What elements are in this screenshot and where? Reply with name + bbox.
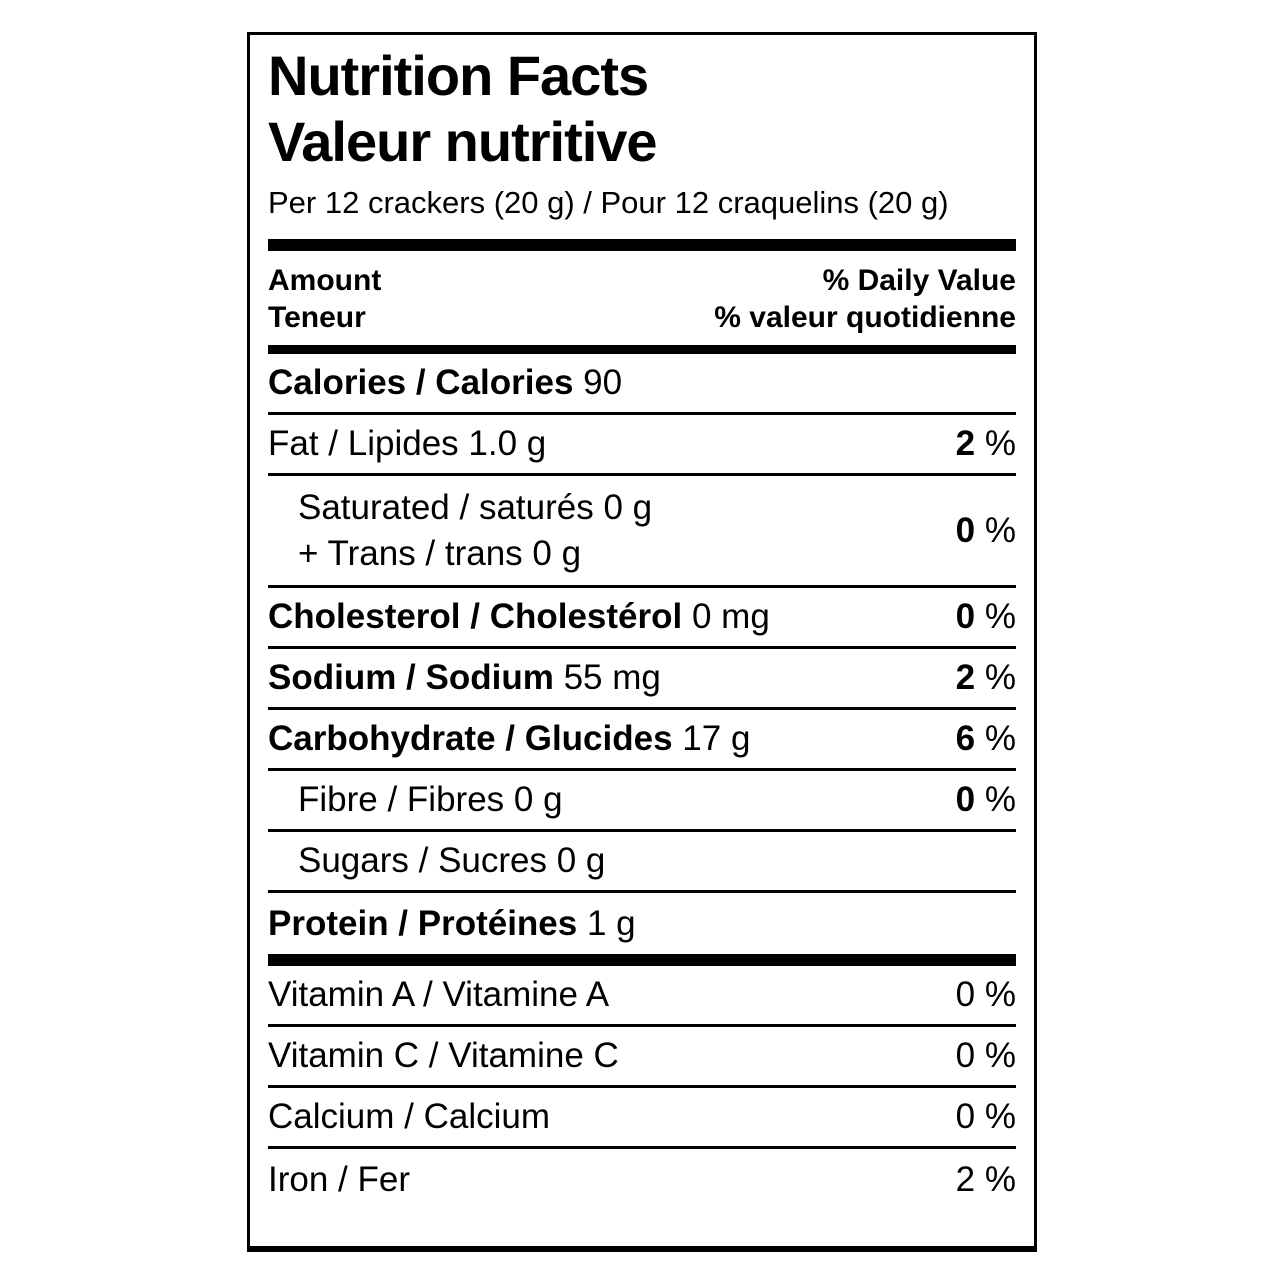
saturated-line: Saturated / saturés 0 g bbox=[298, 487, 653, 527]
row-calcium-label: Calcium / Calcium bbox=[268, 1097, 550, 1136]
thick-separator-top bbox=[268, 239, 1016, 251]
row-protein: Protein / Protéines 1 g bbox=[268, 893, 1016, 954]
column-header-line-fr: Teneur % valeur quotidienne bbox=[268, 299, 1016, 336]
serving-size: Per 12 crackers (20 g) / Pour 12 craquel… bbox=[268, 185, 949, 220]
row-saturated-trans-label: Saturated / saturés 0 g + Trans / trans … bbox=[268, 485, 652, 577]
row-carbohydrate: Carbohydrate / Glucides 17 g 6 % bbox=[268, 710, 1016, 771]
row-sodium: Sodium / Sodium 55 mg 2 % bbox=[268, 649, 1016, 710]
daily-value-header-en: % Daily Value bbox=[822, 264, 1016, 297]
row-sugars-label: Sugars / Sucres 0 g bbox=[298, 841, 606, 880]
thick-separator-vitamins bbox=[268, 954, 1016, 966]
row-calcium-percent: 0 % bbox=[955, 1097, 1016, 1136]
column-header-line-en: Amount % Daily Value bbox=[268, 262, 1016, 299]
row-cholesterol-percent: 0 % bbox=[955, 597, 1016, 636]
amount-header-en: Amount bbox=[268, 264, 382, 297]
row-vitamin-a-label: Vitamin A / Vitamine A bbox=[268, 975, 610, 1014]
row-iron-percent: 2 % bbox=[955, 1159, 1016, 1199]
row-sodium-label: Sodium / Sodium 55 mg bbox=[268, 658, 661, 697]
row-fibre-percent: 0 % bbox=[955, 780, 1016, 819]
row-vitamin-c-label: Vitamin C / Vitamine C bbox=[268, 1036, 619, 1075]
nutrition-facts-label: Nutrition Facts Valeur nutritive Per 12 … bbox=[247, 32, 1037, 1252]
label-title: Nutrition Facts Valeur nutritive bbox=[268, 43, 1016, 175]
row-iron: Iron / Fer 2 % bbox=[268, 1149, 1016, 1210]
row-vitamin-a: Vitamin A / Vitamine A 0 % bbox=[268, 966, 1016, 1027]
row-calories-label: Calories / Calories 90 bbox=[268, 363, 623, 402]
row-iron-label: Iron / Fer bbox=[268, 1159, 410, 1199]
trans-line: + Trans / trans 0 g bbox=[298, 533, 582, 573]
thick-separator-header bbox=[268, 345, 1016, 354]
row-saturated-trans-percent: 0 % bbox=[955, 510, 1016, 550]
row-sugars: Sugars / Sucres 0 g bbox=[268, 832, 1016, 893]
row-carbohydrate-percent: 6 % bbox=[955, 719, 1016, 758]
row-vitamin-c-percent: 0 % bbox=[955, 1036, 1016, 1075]
column-header: Amount % Daily Value Teneur % valeur quo… bbox=[268, 251, 1016, 345]
row-saturated-trans: Saturated / saturés 0 g + Trans / trans … bbox=[268, 476, 1016, 588]
amount-header-fr: Teneur bbox=[268, 301, 366, 334]
row-fat-percent: 2 % bbox=[955, 424, 1016, 463]
row-calories: Calories / Calories 90 bbox=[268, 354, 1016, 415]
row-fibre-label: Fibre / Fibres 0 g bbox=[298, 780, 563, 819]
row-fibre: Fibre / Fibres 0 g 0 % bbox=[268, 771, 1016, 832]
daily-value-header-fr: % valeur quotidienne bbox=[714, 301, 1016, 334]
row-vitamin-c: Vitamin C / Vitamine C 0 % bbox=[268, 1027, 1016, 1088]
row-cholesterol-label: Cholesterol / Cholestérol 0 mg bbox=[268, 597, 770, 636]
row-fat-label: Fat / Lipides 1.0 g bbox=[268, 424, 547, 463]
row-carbohydrate-label: Carbohydrate / Glucides 17 g bbox=[268, 719, 751, 758]
row-sodium-percent: 2 % bbox=[955, 658, 1016, 697]
title-fr: Valeur nutritive bbox=[268, 110, 658, 173]
row-calcium: Calcium / Calcium 0 % bbox=[268, 1088, 1016, 1149]
row-protein-label: Protein / Protéines 1 g bbox=[268, 903, 636, 943]
title-en: Nutrition Facts bbox=[268, 44, 649, 107]
row-vitamin-a-percent: 0 % bbox=[955, 975, 1016, 1014]
row-cholesterol: Cholesterol / Cholestérol 0 mg 0 % bbox=[268, 588, 1016, 649]
row-fat: Fat / Lipides 1.0 g 2 % bbox=[268, 415, 1016, 476]
